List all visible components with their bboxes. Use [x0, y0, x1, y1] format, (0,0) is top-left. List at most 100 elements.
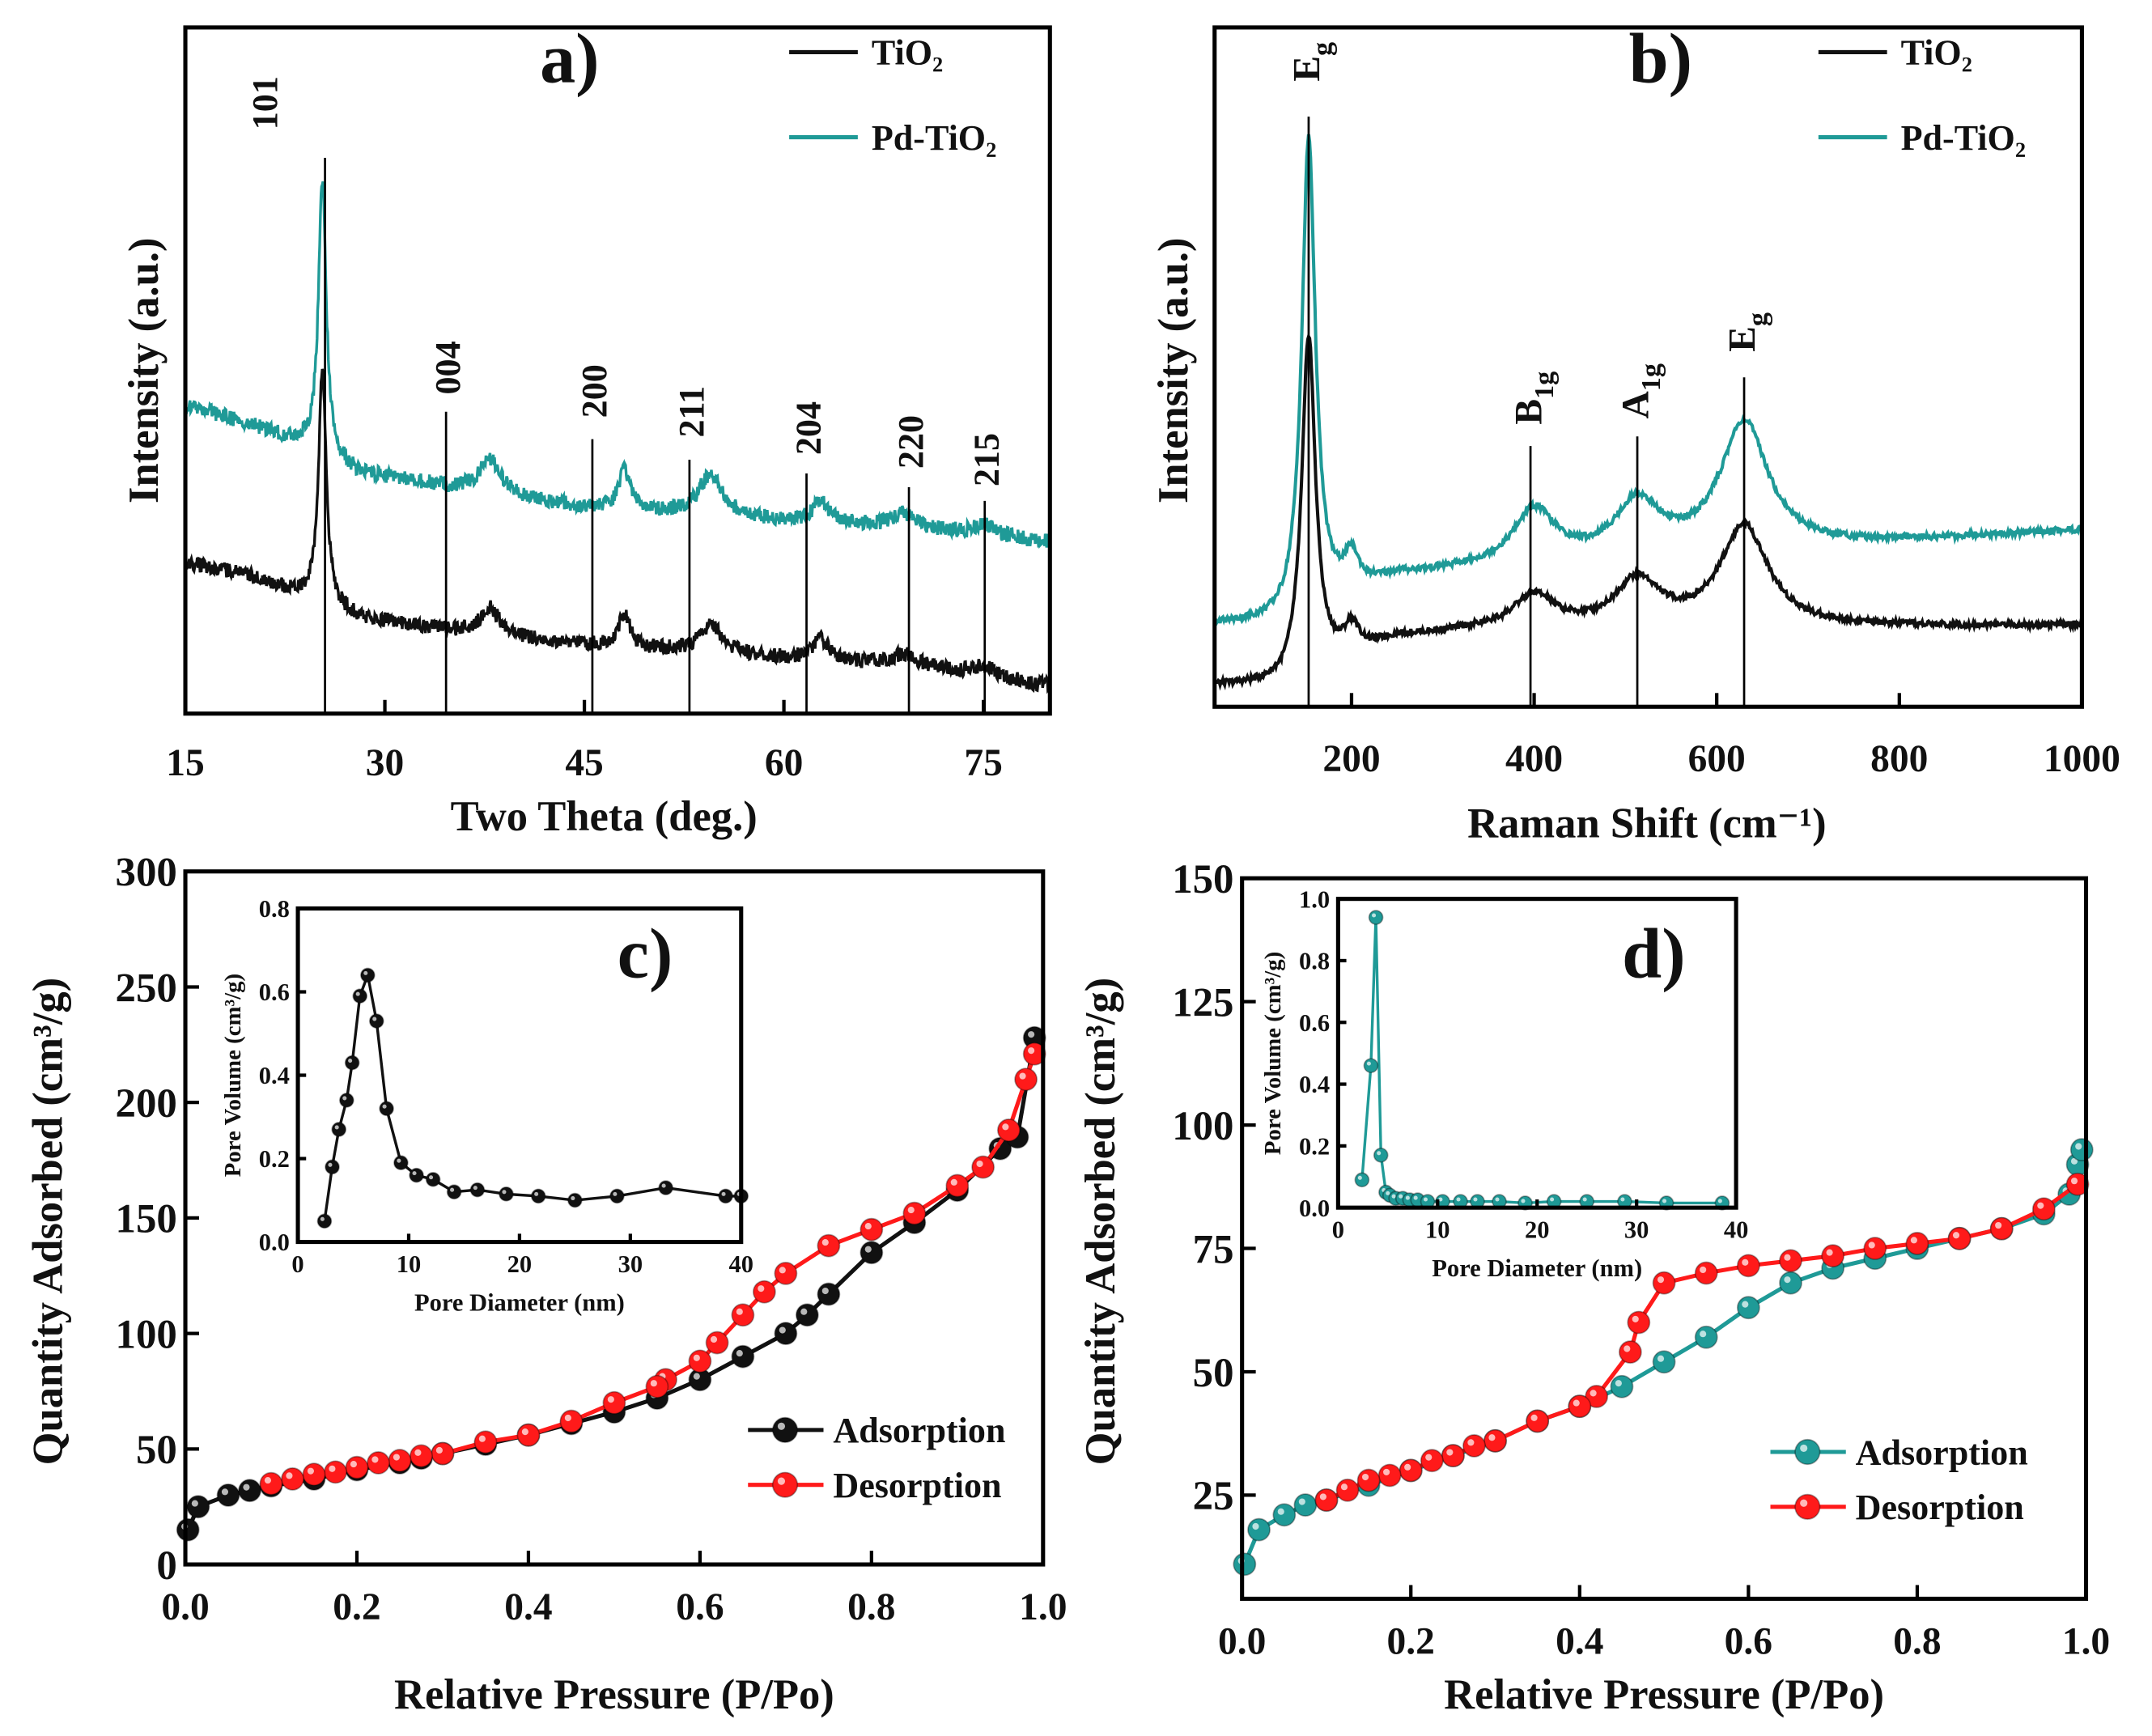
data-point-highlight	[502, 1190, 507, 1195]
data-point-highlight	[350, 1461, 357, 1468]
x-tick-label: 0.8	[1893, 1620, 1941, 1662]
data-point-marker	[1652, 1271, 1676, 1295]
data-point-marker	[360, 967, 376, 983]
data-point-marker	[609, 1188, 625, 1204]
legend-label: Adsorption	[1856, 1433, 2028, 1472]
data-point-marker	[469, 1182, 486, 1198]
data-point-marker	[379, 1101, 394, 1117]
data-point-highlight	[710, 1335, 718, 1343]
x-tick-label: 30	[366, 742, 404, 784]
data-point-highlight	[661, 1183, 666, 1188]
data-point-highlight	[1995, 1221, 2002, 1229]
data-point-highlight	[397, 1158, 401, 1163]
data-point-highlight	[191, 1500, 198, 1507]
data-point-marker	[795, 1303, 819, 1327]
data-point-highlight	[1742, 1258, 1749, 1266]
x-tick-label: 60	[765, 742, 803, 784]
data-point-marker	[1526, 1409, 1550, 1433]
data-point-marker	[817, 1233, 841, 1258]
data-point-marker	[186, 1495, 210, 1519]
x-axis-label: Relative Pressure (P/Po)	[1444, 1671, 1884, 1718]
inset-line	[323, 970, 741, 1222]
inset-frame	[295, 906, 744, 1245]
x-tick-label: 0.6	[676, 1586, 724, 1628]
data-point-marker	[338, 1093, 354, 1108]
data-point-highlight	[393, 1454, 400, 1461]
data-point-highlight	[1028, 1047, 1035, 1055]
data-point-marker	[1694, 1261, 1718, 1285]
data-point-marker	[705, 1331, 729, 1355]
data-point-marker	[1462, 1434, 1486, 1458]
data-point-highlight	[1700, 1266, 1707, 1274]
data-point-highlight	[1028, 1031, 1035, 1038]
data-point-highlight	[1386, 1191, 1390, 1195]
legend-label: Desorption	[833, 1466, 1001, 1505]
data-point-highlight	[1391, 1194, 1396, 1199]
data-point-marker	[1233, 1552, 1257, 1577]
y-tick-label: 0.4	[259, 1062, 290, 1089]
data-point-marker	[259, 1471, 283, 1496]
data-point-highlight	[412, 1171, 417, 1176]
data-point-highlight	[435, 1446, 443, 1454]
data-point-highlight	[363, 970, 368, 975]
x-tick-label: 200	[1322, 738, 1380, 780]
series-line-adsorption	[185, 1037, 1037, 1531]
data-point-highlight	[1573, 1399, 1580, 1407]
data-point-marker	[473, 1430, 498, 1454]
inset-x-axis-label: Pore Diameter (nm)	[414, 1288, 625, 1316]
data-point-marker	[410, 1444, 433, 1468]
data-point-marker	[1736, 1254, 1760, 1278]
data-point-marker	[1779, 1249, 1802, 1273]
y-tick-label: 50	[1193, 1351, 1234, 1396]
data-point-highlight	[976, 1160, 983, 1168]
data-point-highlight	[693, 1354, 700, 1361]
data-point-marker	[567, 1192, 583, 1208]
data-point-highlight	[1425, 1454, 1433, 1461]
data-point-marker	[1736, 1296, 1760, 1320]
data-point-highlight	[736, 1308, 743, 1315]
data-point-highlight	[1784, 1254, 1791, 1261]
data-point-highlight	[736, 1350, 743, 1357]
reflection-label: 101	[245, 76, 285, 129]
data-point-highlight	[1002, 1123, 1009, 1131]
data-point-marker	[1247, 1517, 1271, 1542]
data-point-highlight	[1399, 1194, 1403, 1199]
y-tick-label: 250	[116, 966, 177, 1011]
legend-label: Pd-TiO₂	[1901, 118, 2026, 158]
data-point-highlight	[521, 1428, 528, 1436]
x-tick-label: 800	[1870, 738, 1928, 780]
y-tick-label: 200	[116, 1081, 177, 1127]
y-tick-label: 0	[156, 1543, 176, 1589]
data-point-marker	[1794, 1493, 1821, 1520]
data-point-marker	[1610, 1374, 1634, 1399]
y-tick-label: 0.8	[1299, 948, 1330, 975]
data-point-highlight	[1383, 1468, 1390, 1476]
data-point-highlight	[1632, 1315, 1639, 1322]
x-axis-label: Relative Pressure (P/Po)	[394, 1671, 834, 1718]
data-point-marker	[281, 1467, 304, 1491]
x-tick-label: 0.2	[1387, 1620, 1435, 1662]
reflection-label: 220	[891, 415, 931, 469]
y-tick-label: 0.0	[1299, 1195, 1330, 1222]
data-point-highlight	[1952, 1232, 1960, 1239]
data-point-marker	[1363, 1058, 1379, 1073]
y-tick-label: 100	[1172, 1104, 1233, 1149]
reflection-label: 211	[672, 386, 711, 438]
data-point-highlight	[307, 1467, 314, 1475]
data-point-highlight	[1717, 1199, 1722, 1203]
data-point-highlight	[1657, 1276, 1665, 1284]
data-point-highlight	[1423, 1197, 1428, 1202]
x-tick-label: 10	[397, 1250, 422, 1278]
data-point-highlight	[721, 1191, 726, 1196]
data-point-marker	[1947, 1226, 1972, 1250]
raman-line-pd-tio2	[1212, 134, 2083, 628]
x-tick-label: 400	[1505, 738, 1563, 780]
data-point-marker	[774, 1261, 798, 1285]
mode-label: B1g	[1509, 371, 1560, 425]
data-point-marker	[1905, 1232, 1929, 1255]
inset-y-axis-label: Pore Volume (cm³/g)	[220, 974, 246, 1177]
data-point-highlight	[1277, 1508, 1284, 1515]
data-point-highlight	[221, 1488, 229, 1496]
x-tick-label: 0	[291, 1250, 303, 1278]
inset-x-axis-label: Pore Diameter (nm)	[1432, 1254, 1642, 1282]
